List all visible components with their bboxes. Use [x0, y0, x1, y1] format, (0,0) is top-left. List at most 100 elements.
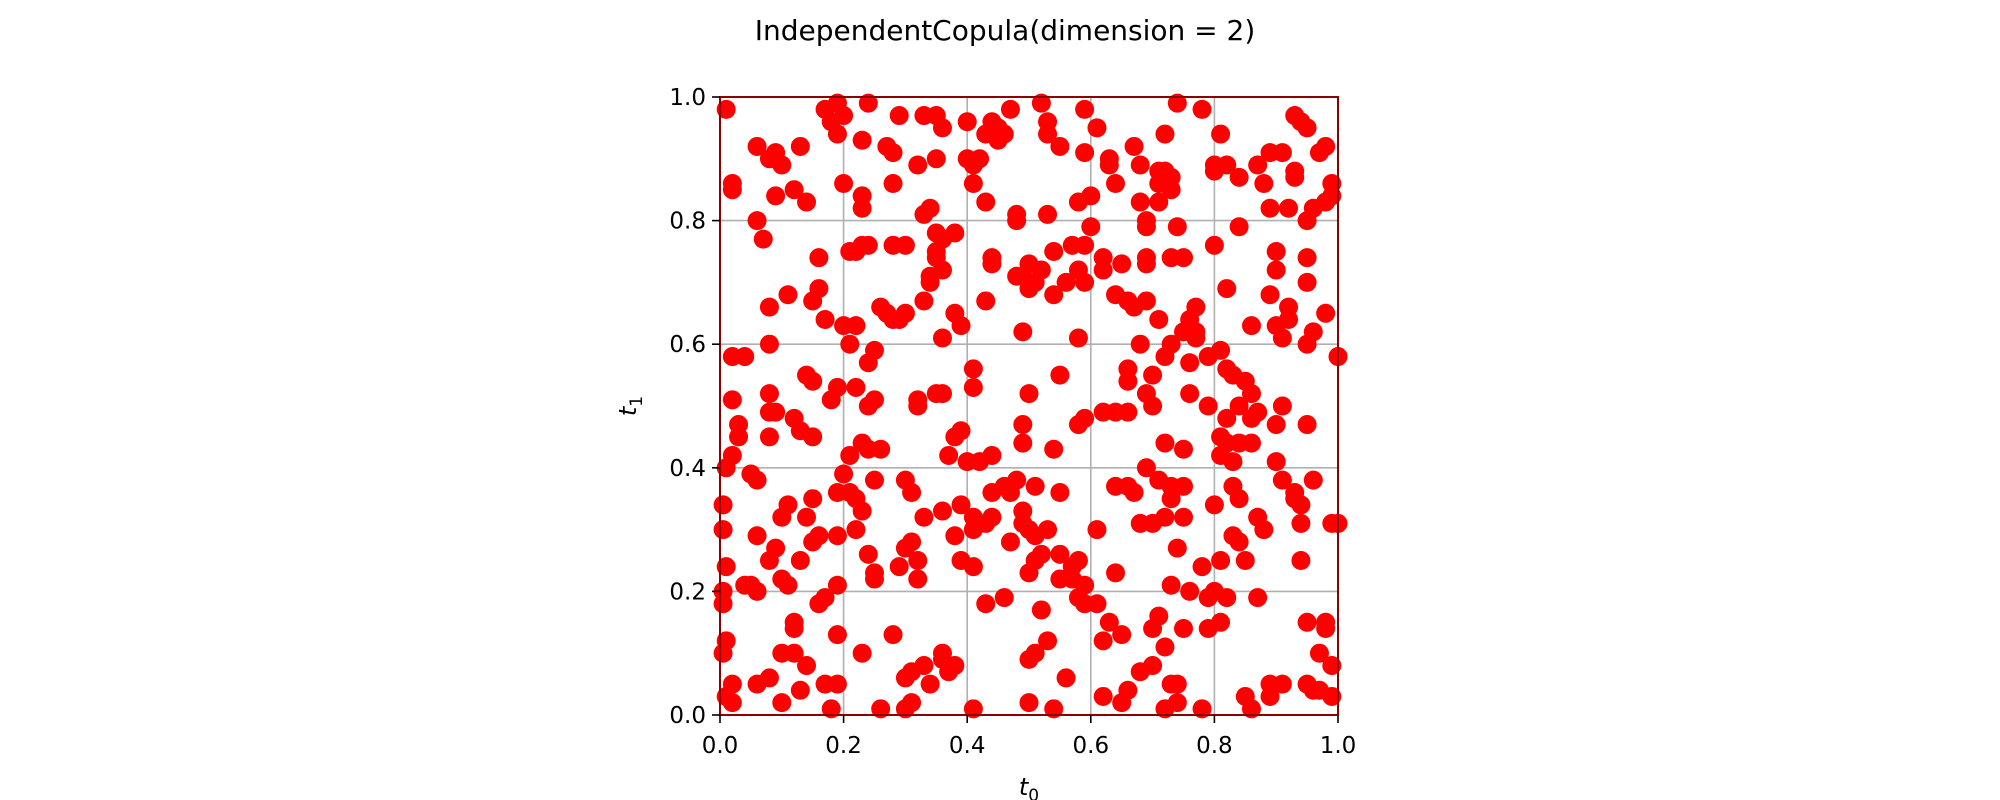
data-point: [1217, 279, 1237, 299]
data-point: [1291, 513, 1311, 533]
y-tick-label: 0.2: [669, 579, 706, 605]
data-point: [963, 557, 983, 577]
data-point: [797, 507, 817, 527]
data-point: [1130, 192, 1150, 212]
data-point: [1180, 353, 1200, 373]
data-point: [945, 526, 965, 546]
data-point: [1136, 254, 1156, 274]
data-point: [1044, 285, 1064, 305]
x-tick-label: 1.0: [1320, 733, 1357, 759]
data-point: [1161, 334, 1181, 354]
data-point: [803, 291, 823, 311]
data-point: [809, 526, 829, 546]
data-point: [1241, 316, 1261, 336]
data-point: [1198, 396, 1218, 416]
data-point: [778, 495, 798, 515]
data-point: [1044, 699, 1064, 719]
data-point: [1297, 415, 1317, 435]
data-point: [1254, 520, 1274, 540]
plot-frame: [719, 96, 1339, 716]
data-point: [1241, 384, 1261, 404]
data-point: [932, 328, 952, 348]
data-point: [753, 229, 773, 249]
data-point: [1099, 612, 1119, 632]
data-point: [1174, 618, 1193, 638]
data-point: [1192, 699, 1212, 719]
data-point: [784, 618, 804, 638]
data-point: [932, 501, 952, 521]
data-point: [735, 347, 755, 367]
data-point: [1155, 124, 1175, 144]
data-point: [1007, 470, 1027, 490]
data-point: [1106, 563, 1126, 583]
data-point: [1130, 155, 1150, 175]
data-point: [1093, 260, 1113, 280]
data-point: [852, 198, 872, 218]
data-point: [852, 501, 872, 521]
data-point: [963, 359, 983, 379]
data-point: [1124, 483, 1144, 503]
data-point: [1143, 656, 1163, 676]
data-point: [1056, 272, 1076, 292]
data-point: [858, 235, 878, 255]
data-point: [1223, 452, 1243, 472]
data-point: [1050, 483, 1070, 503]
data-point: [895, 235, 915, 255]
data-point: [840, 445, 860, 465]
x-tick-label: 0.8: [1196, 733, 1233, 759]
data-point: [1192, 99, 1212, 119]
data-point: [1174, 439, 1193, 459]
data-point: [939, 445, 959, 465]
data-point: [722, 180, 742, 200]
data-point: [1167, 693, 1187, 713]
data-point: [1136, 217, 1156, 237]
data-point: [970, 149, 990, 169]
data-point: [914, 656, 934, 676]
data-point: [895, 538, 915, 558]
data-point: [1285, 167, 1305, 187]
data-point: [1272, 470, 1292, 490]
data-point: [747, 581, 767, 601]
data-point: [1106, 174, 1126, 194]
data-point: [914, 291, 934, 311]
data-point: [797, 656, 817, 676]
y-axis-label-subscript: 1: [627, 396, 647, 407]
data-point: [1087, 594, 1107, 614]
data-point: [1235, 551, 1255, 570]
data-point: [932, 118, 952, 138]
data-point: [759, 334, 779, 354]
data-point: [883, 625, 903, 645]
data-point: [1019, 384, 1039, 404]
data-point: [1118, 402, 1138, 422]
data-point: [1112, 625, 1132, 645]
data-point: [963, 699, 983, 719]
data-point: [1297, 272, 1317, 292]
data-point: [1260, 686, 1280, 706]
data-point: [1266, 415, 1286, 435]
data-point: [1254, 174, 1274, 194]
data-point: [759, 668, 779, 688]
data-point: [1260, 285, 1280, 305]
data-point: [803, 489, 823, 509]
data-point: [1056, 668, 1076, 688]
data-point: [827, 674, 847, 694]
data-point: [920, 272, 940, 292]
data-point: [932, 260, 952, 280]
data-point: [729, 427, 749, 447]
data-point: [1174, 476, 1193, 496]
data-point: [1038, 520, 1058, 540]
data-point: [1260, 198, 1280, 218]
data-point: [790, 680, 810, 700]
data-point: [1155, 637, 1175, 657]
data-point: [1322, 686, 1342, 706]
data-point: [1099, 155, 1119, 175]
data-point: [759, 384, 779, 404]
data-point: [852, 130, 872, 150]
data-point: [976, 594, 996, 614]
data-point: [821, 699, 841, 719]
data-point: [1303, 470, 1323, 490]
data-point: [1031, 544, 1051, 564]
chart-title: IndependentCopula(dimension = 2): [755, 14, 1256, 47]
data-point: [1272, 396, 1292, 416]
